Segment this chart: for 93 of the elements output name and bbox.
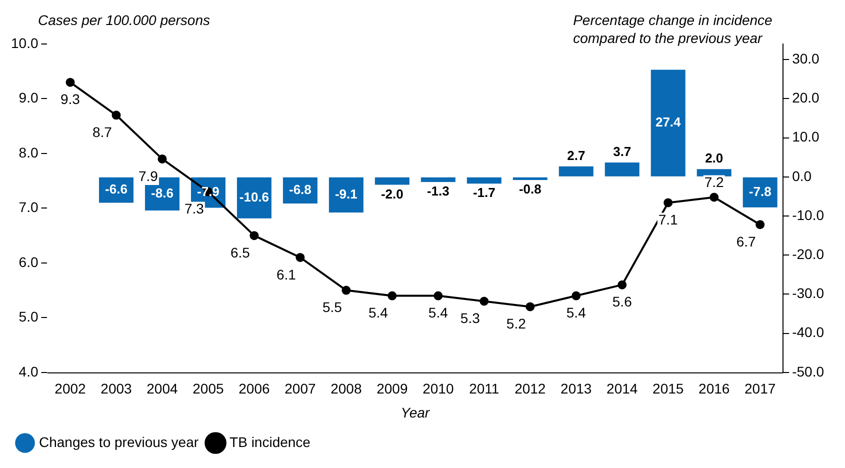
data-label: 7.2 — [704, 174, 724, 190]
bar — [742, 177, 778, 208]
x-tick-label: 2013 — [560, 380, 592, 397]
data-label: -2.0 — [380, 186, 404, 202]
point — [618, 280, 627, 290]
point — [434, 291, 443, 300]
x-tick-label: 2007 — [284, 380, 316, 397]
data-label: 5.2 — [506, 316, 526, 332]
bar — [236, 177, 272, 218]
x-tick-label: 2005 — [192, 380, 224, 397]
y2-tick-label: -20.0 — [792, 246, 824, 262]
y2-tick-label: 30.0 — [792, 50, 820, 66]
x-axis-title: Year — [400, 404, 431, 420]
data-label: -6.8 — [288, 182, 312, 198]
y2-tick-label: -40.0 — [792, 324, 824, 340]
point — [664, 198, 673, 208]
data-label: 5.4 — [566, 304, 586, 321]
y2-tick-label: -10.0 — [792, 206, 824, 223]
data-label: 5.4 — [368, 304, 388, 321]
bar — [466, 177, 502, 184]
point — [296, 252, 305, 262]
data-label: 6.5 — [230, 244, 250, 260]
y-tick-label: 8.0 — [18, 144, 38, 160]
data-label: 6.7 — [736, 233, 756, 250]
data-label: 5.6 — [612, 294, 632, 310]
y-tick-label: 5.0 — [18, 308, 38, 325]
data-label: 5.5 — [322, 299, 342, 316]
y2-tick-label: 20.0 — [792, 90, 820, 106]
x-tick-label: 2010 — [422, 380, 454, 397]
point — [66, 78, 75, 87]
y2-tick-label: 10.0 — [792, 128, 820, 145]
x-tick-label: 2014 — [606, 380, 638, 397]
x-tick-label: 2002 — [54, 380, 86, 397]
y2-axis-title: Percentage change in incidence compared to the previous year — [573, 12, 773, 46]
data-label: 5.4 — [428, 304, 448, 321]
data-label: 7.9 — [138, 168, 158, 184]
legend-label: Changes to previous year — [39, 434, 199, 450]
bar — [374, 177, 410, 185]
bar — [420, 177, 456, 182]
y-tick-label: 4.0 — [18, 363, 38, 380]
point — [388, 291, 397, 300]
point — [480, 296, 489, 306]
data-label: 6.1 — [276, 266, 296, 282]
data-label: -7.8 — [748, 184, 772, 199]
y-tick-label: 6.0 — [18, 254, 38, 270]
bar — [650, 70, 686, 176]
x-tick-label: 2006 — [238, 380, 270, 397]
data-label: 5.3 — [460, 310, 480, 326]
bar — [604, 162, 640, 176]
x-tick-label: 2017 — [744, 380, 776, 397]
bar — [512, 177, 548, 180]
point — [250, 231, 259, 240]
point — [158, 154, 167, 164]
point — [710, 192, 719, 202]
y-tick-label: 9.0 — [18, 90, 38, 106]
bar — [558, 166, 594, 176]
data-label: -6.6 — [105, 182, 128, 197]
data-label: -1.7 — [472, 185, 496, 200]
point — [756, 220, 765, 230]
data-label: -10.6 — [239, 189, 270, 204]
y-tick-label: 10.0 — [11, 34, 38, 51]
point — [572, 291, 581, 300]
point — [112, 110, 121, 120]
data-label: 7.3 — [184, 200, 204, 217]
bar — [696, 169, 732, 176]
legend-label: TB incidence — [230, 434, 311, 450]
x-tick-label: 2016 — [698, 380, 730, 397]
data-label: 3.7 — [613, 144, 632, 160]
data-label: 2.0 — [705, 150, 724, 166]
x-tick-label: 2003 — [100, 380, 132, 397]
y2-tick-label: -50.0 — [792, 363, 824, 380]
x-tick-label: 2011 — [469, 380, 500, 397]
data-label: -1.3 — [426, 184, 450, 199]
x-tick-label: 2004 — [146, 380, 178, 397]
y-tick-label: 7.0 — [18, 199, 38, 216]
data-label: 2.7 — [567, 148, 586, 163]
x-tick-label: 2015 — [652, 380, 684, 397]
point — [526, 302, 535, 312]
data-label: -0.8 — [518, 182, 542, 197]
data-label: 7.1 — [658, 212, 678, 228]
data-label: 8.7 — [92, 124, 112, 140]
data-label: -9.1 — [334, 186, 358, 202]
data-label: -8.6 — [151, 186, 174, 201]
data-label: 9.3 — [60, 91, 80, 108]
x-tick-label: 2012 — [514, 380, 546, 397]
y-axis-title: Cases per 100.000 persons — [38, 12, 210, 28]
x-tick-label: 2008 — [330, 380, 362, 397]
x-tick-label: 2009 — [376, 380, 408, 397]
point — [342, 286, 351, 295]
y2-tick-label: 0.0 — [792, 168, 812, 184]
y2-tick-label: -30.0 — [792, 285, 824, 302]
bar — [328, 177, 364, 212]
data-label: 27.4 — [655, 114, 682, 130]
